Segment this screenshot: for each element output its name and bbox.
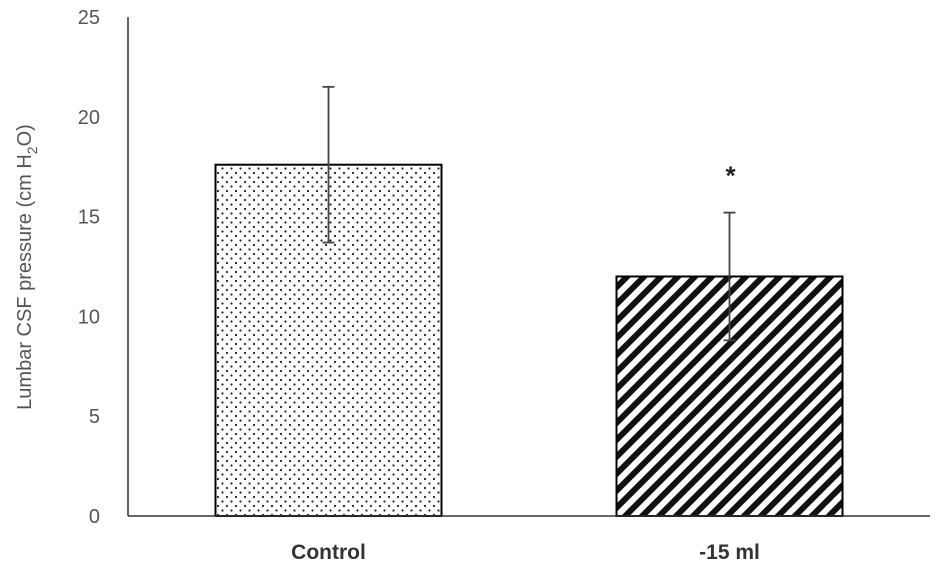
y-tick-label: 5	[89, 406, 100, 428]
y-tick-label: 0	[89, 506, 100, 528]
error-bars	[322, 85, 736, 342]
y-tick-label: 10	[78, 306, 100, 328]
significance-asterisk: *	[725, 161, 736, 191]
bars	[214, 163, 844, 518]
y-tick-label: 15	[78, 207, 100, 229]
y-tick-label: 25	[78, 7, 100, 29]
x-category-label: Control	[291, 541, 366, 564]
y-axis-ticks: 0 5 10 15 20 25	[78, 7, 100, 528]
y-tick-label: 20	[78, 107, 100, 129]
x-category-label: -15 ml	[699, 541, 760, 564]
significance-annotations: *	[725, 161, 736, 191]
x-axis-categories: Control -15 ml	[291, 541, 760, 564]
y-axis-title: Lumbar CSF pressure (cm H2O)	[14, 124, 40, 410]
